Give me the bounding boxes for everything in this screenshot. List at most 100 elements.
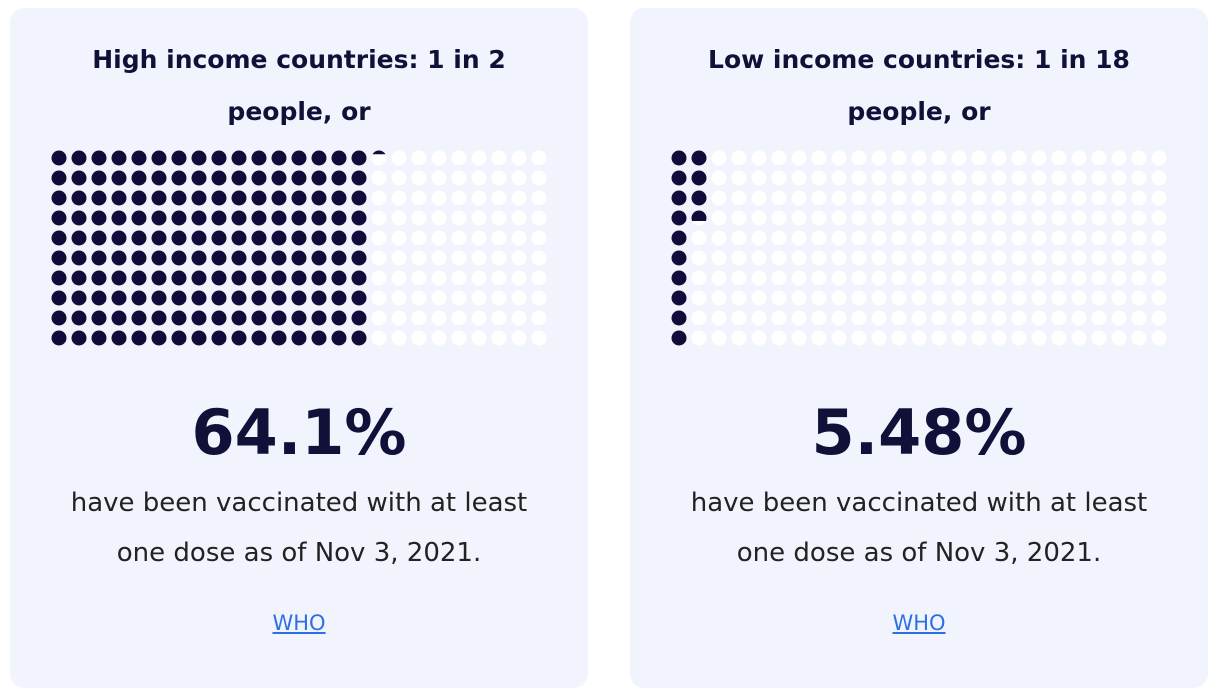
filled-dot [211, 210, 227, 226]
empty-dot [511, 290, 527, 306]
empty-dot [1031, 190, 1047, 206]
filled-dot [171, 230, 187, 246]
empty-dot [471, 330, 487, 346]
filled-dot [671, 310, 687, 326]
empty-dot [991, 270, 1007, 286]
filled-dot [151, 290, 167, 306]
empty-dot [531, 310, 547, 326]
empty-dot [1051, 330, 1067, 346]
filled-dot [311, 290, 327, 306]
empty-dot [931, 210, 947, 226]
empty-dot [511, 150, 527, 166]
empty-dot [751, 190, 767, 206]
filled-dot [231, 250, 247, 266]
empty-dot [911, 190, 927, 206]
empty-dot [1131, 270, 1147, 286]
empty-dot [1071, 270, 1087, 286]
empty-dot [991, 310, 1007, 326]
empty-dot [931, 250, 947, 266]
empty-dot [851, 290, 867, 306]
empty-dot [931, 290, 947, 306]
caption: have been vaccinated with at least one d… [70, 488, 528, 568]
empty-dot [931, 230, 947, 246]
filled-dot [231, 290, 247, 306]
empty-dot [1091, 310, 1107, 326]
source-link[interactable]: WHO [272, 611, 326, 635]
empty-dot [951, 250, 967, 266]
empty-dot [531, 250, 547, 266]
filled-dot [131, 190, 147, 206]
empty-dot [1131, 250, 1147, 266]
empty-dot [851, 230, 867, 246]
empty-dot [1131, 150, 1147, 166]
empty-dot [1091, 230, 1107, 246]
filled-dot [671, 210, 687, 226]
filled-dot [191, 290, 207, 306]
waffle-chart [51, 150, 547, 346]
filled-dot [291, 190, 307, 206]
filled-dot [91, 150, 107, 166]
empty-dot [891, 150, 907, 166]
empty-dot [791, 290, 807, 306]
empty-dot [491, 270, 507, 286]
filled-dot [251, 250, 267, 266]
filled-dot [191, 230, 207, 246]
filled-dot [351, 330, 367, 346]
empty-dot [911, 250, 927, 266]
filled-dot [251, 230, 267, 246]
filled-dot [91, 310, 107, 326]
empty-dot [911, 210, 927, 226]
empty-dot [831, 230, 847, 246]
empty-dot [1031, 170, 1047, 186]
empty-dot [1051, 290, 1067, 306]
filled-dot [191, 250, 207, 266]
empty-dot [851, 270, 867, 286]
empty-dot [951, 170, 967, 186]
empty-dot [931, 190, 947, 206]
empty-dot [1051, 230, 1067, 246]
empty-dot [791, 170, 807, 186]
filled-dot [171, 290, 187, 306]
filled-dot [151, 250, 167, 266]
empty-dot [911, 230, 927, 246]
filled-dot [171, 170, 187, 186]
filled-dot [271, 270, 287, 286]
empty-dot [1091, 270, 1107, 286]
filled-dot [191, 190, 207, 206]
empty-dot [971, 330, 987, 346]
empty-dot [731, 190, 747, 206]
empty-dot [1031, 270, 1047, 286]
empty-dot [791, 210, 807, 226]
empty-dot [1111, 190, 1127, 206]
empty-dot [391, 170, 407, 186]
empty-dot [471, 310, 487, 326]
empty-dot [1071, 210, 1087, 226]
filled-dot [251, 190, 267, 206]
empty-dot [971, 290, 987, 306]
empty-dot [771, 190, 787, 206]
empty-dot [391, 290, 407, 306]
filled-dot [291, 150, 307, 166]
empty-dot [871, 290, 887, 306]
source-link[interactable]: WHO [892, 611, 946, 635]
filled-dot [251, 150, 267, 166]
empty-dot [1091, 170, 1107, 186]
empty-dot [531, 270, 547, 286]
filled-dot [191, 210, 207, 226]
empty-dot [391, 310, 407, 326]
filled-dot [251, 270, 267, 286]
filled-dot [231, 270, 247, 286]
empty-dot [1151, 170, 1167, 186]
filled-dot [351, 190, 367, 206]
empty-dot [911, 150, 927, 166]
empty-dot [1151, 250, 1167, 266]
filled-dot [71, 170, 87, 186]
filled-dot [211, 190, 227, 206]
filled-dot [351, 170, 367, 186]
filled-dot [251, 290, 267, 306]
empty-dot [1071, 230, 1087, 246]
source: WHO [630, 611, 1208, 635]
empty-dot [1151, 330, 1167, 346]
empty-dot [911, 310, 927, 326]
